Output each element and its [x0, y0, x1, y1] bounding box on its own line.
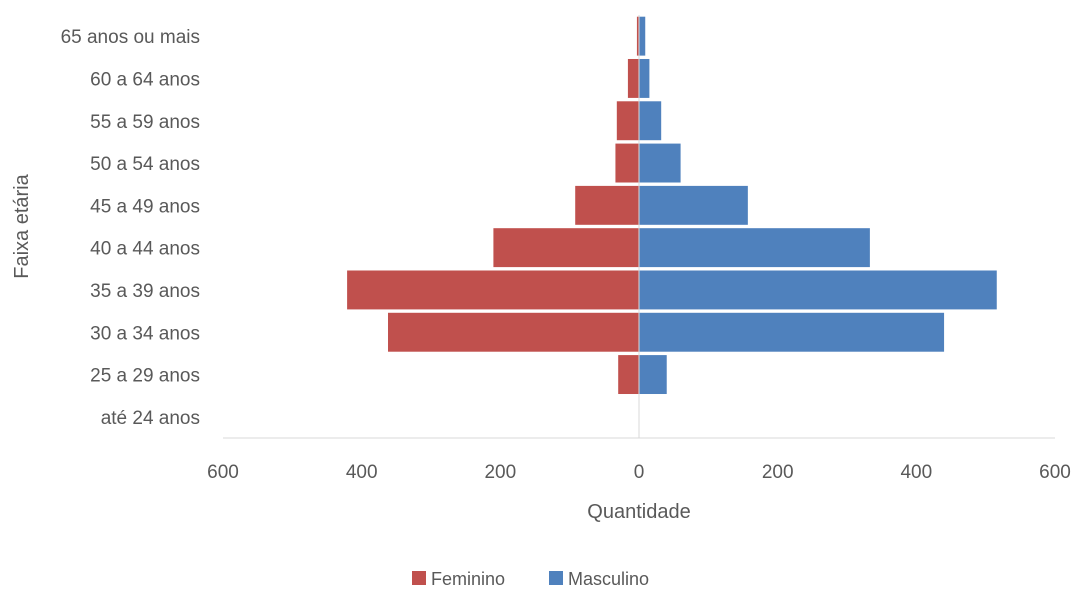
bar-feminino-4 — [493, 228, 639, 268]
y-tick-label: 50 a 54 anos — [90, 154, 200, 175]
x-tick-labels: 600 400 200 0 200 400 600 — [207, 462, 1071, 483]
y-axis-title: Faixa etária — [11, 173, 33, 278]
bars-layer — [347, 16, 997, 395]
bar-feminino-1 — [618, 355, 639, 395]
bar-masculino-3 — [639, 270, 997, 310]
bar-feminino-9 — [636, 16, 639, 56]
y-tick-label: 45 a 49 anos — [90, 196, 200, 217]
bar-feminino-8 — [627, 58, 639, 98]
y-tick-labels: até 24 anos 25 a 29 anos 30 a 34 anos 35 a … — [61, 27, 200, 429]
bar-masculino-8 — [639, 58, 650, 98]
bar-masculino-6 — [639, 143, 681, 183]
x-tick-label: 0 — [634, 462, 645, 483]
legend: Feminino Masculino — [412, 569, 649, 589]
bar-feminino-6 — [615, 143, 639, 183]
x-tick-label: 200 — [484, 462, 516, 483]
bar-feminino-2 — [388, 312, 639, 352]
x-tick-label: 200 — [762, 462, 794, 483]
bar-masculino-9 — [639, 16, 646, 56]
y-tick-label: 65 anos ou mais — [61, 27, 200, 48]
bar-feminino-7 — [616, 101, 639, 141]
bar-masculino-2 — [639, 312, 945, 352]
bar-masculino-1 — [639, 355, 667, 395]
bar-masculino-7 — [639, 101, 662, 141]
x-tick-label: 400 — [900, 462, 932, 483]
y-tick-label: 55 a 59 anos — [90, 112, 200, 133]
bar-feminino-3 — [347, 270, 639, 310]
y-tick-label: até 24 anos — [101, 408, 200, 429]
y-tick-label: 35 a 39 anos — [90, 281, 200, 302]
bar-masculino-4 — [639, 228, 870, 268]
y-tick-label: 30 a 34 anos — [90, 323, 200, 344]
y-tick-label: 25 a 29 anos — [90, 366, 200, 387]
x-axis-title: Quantidade — [587, 501, 690, 523]
y-tick-label: 40 a 44 anos — [90, 239, 200, 260]
x-tick-label: 400 — [346, 462, 378, 483]
x-tick-label: 600 — [1039, 462, 1071, 483]
y-tick-label: 60 a 64 anos — [90, 69, 200, 90]
bar-feminino-5 — [575, 185, 639, 225]
legend-label-feminino: Feminino — [431, 569, 505, 589]
legend-label-masculino: Masculino — [568, 569, 649, 589]
legend-swatch-masculino — [549, 571, 563, 585]
x-tick-label: 600 — [207, 462, 239, 483]
bar-masculino-5 — [639, 185, 748, 225]
legend-swatch-feminino — [412, 571, 426, 585]
